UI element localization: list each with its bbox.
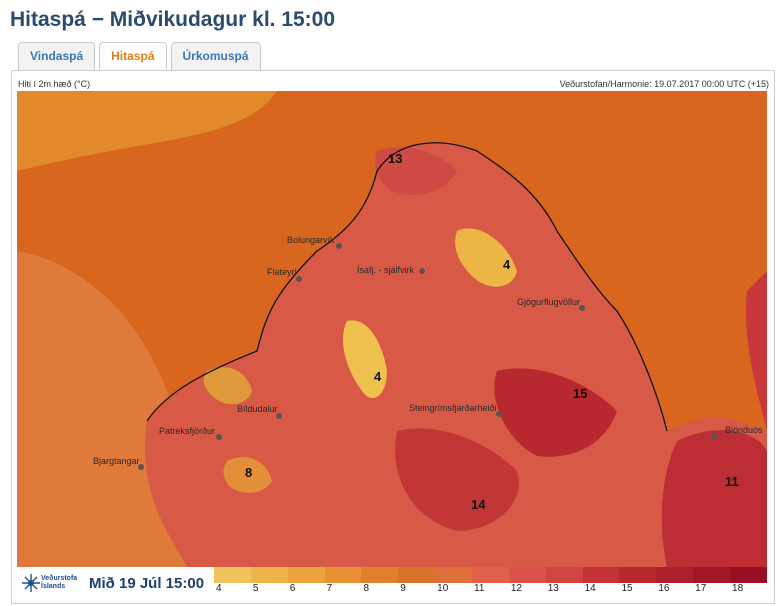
legend-tick-label: 17 bbox=[695, 583, 707, 594]
legend-tick-label: 15 bbox=[621, 583, 633, 594]
legend-swatch bbox=[287, 567, 325, 583]
logo-icon bbox=[22, 574, 40, 592]
logo-text: Veðurstofa Íslands bbox=[41, 575, 78, 590]
forecast-time-label: Mið 19 Júl 15:00 bbox=[85, 570, 212, 598]
cool-zone-bildudalur bbox=[203, 367, 252, 405]
legend-swatch bbox=[250, 567, 288, 583]
legend-ticks: 4 5 6 7 8 9 10 11 12 13 14 15 16 17 18 bbox=[214, 583, 767, 600]
temp-value: 13 bbox=[388, 151, 402, 166]
place-marker bbox=[296, 276, 302, 282]
legend-swatch bbox=[324, 567, 362, 583]
land-northeast bbox=[746, 271, 767, 431]
warm-zone-blonduos bbox=[661, 430, 767, 567]
coastline bbox=[146, 142, 668, 432]
cool-sea-patch bbox=[17, 91, 277, 171]
tab-wind[interactable]: Vindaspá bbox=[18, 42, 96, 70]
place-marker bbox=[276, 413, 282, 419]
legend-tick-label: 4 bbox=[216, 583, 222, 594]
land-westfjords bbox=[145, 142, 767, 567]
place-bildudalur: Bíldudalur bbox=[237, 404, 278, 414]
legend-swatch bbox=[214, 567, 251, 583]
legend-swatch bbox=[361, 567, 399, 583]
legend-tick-label: 13 bbox=[547, 583, 559, 594]
place-flateyri: Flateyri bbox=[267, 267, 297, 277]
place-marker bbox=[138, 464, 144, 470]
legend-tick-label: 14 bbox=[584, 583, 596, 594]
forecast-tabs: Vindaspá Hitaspá Úrkomuspá bbox=[18, 42, 265, 71]
legend-tick-label: 5 bbox=[252, 583, 259, 594]
place-marker bbox=[419, 268, 425, 274]
temp-value: 15 bbox=[573, 386, 587, 401]
place-bolungarvik: Bolungarvík bbox=[287, 235, 335, 245]
place-patreksfjordur: Patreksfjörður bbox=[159, 426, 215, 436]
page-title: Hitaspá − Miðvikudagur kl. 15:00 bbox=[10, 8, 336, 31]
legend-swatch bbox=[472, 567, 509, 583]
tab-precipitation[interactable]: Úrkomuspá bbox=[170, 42, 261, 70]
legend-tick-label: 9 bbox=[400, 583, 406, 594]
source-label: Veðurstofan/Harmonie: 19.07.2017 00:00 U… bbox=[559, 79, 769, 89]
legend-swatch bbox=[435, 567, 473, 583]
legend-swatch bbox=[398, 567, 436, 583]
map-canvas: Bolungarvík Flateyri Ísafj. - sjálfvirk … bbox=[17, 91, 767, 567]
place-marker bbox=[336, 243, 342, 249]
temperature-map[interactable]: Bolungarvík Flateyri Ísafj. - sjálfvirk … bbox=[17, 91, 767, 567]
place-steingrimsfjardarheidi: Steingrímsfjarðarheiði bbox=[409, 403, 497, 413]
place-marker bbox=[579, 305, 585, 311]
temp-value: 4 bbox=[374, 369, 382, 384]
cold-zone-plateau bbox=[342, 320, 387, 399]
legend-tick-label: 6 bbox=[289, 583, 296, 594]
legend-tick-label: 8 bbox=[363, 583, 369, 594]
place-blonduos: Blönduós bbox=[725, 425, 763, 435]
legend-swatch bbox=[656, 567, 694, 583]
legend-swatch bbox=[693, 567, 731, 583]
temperature-legend: 4 5 6 7 8 9 10 11 12 13 14 15 16 17 18 bbox=[214, 567, 767, 602]
legend-tick-label: 7 bbox=[326, 583, 333, 594]
legend-swatch bbox=[730, 567, 767, 583]
legend-swatch bbox=[508, 567, 546, 583]
temp-value: 14 bbox=[471, 497, 486, 512]
legend-color-bar bbox=[214, 567, 767, 583]
warm-zone-14 bbox=[395, 428, 519, 531]
vedurstofa-logo: Veðurstofa Íslands bbox=[17, 567, 85, 599]
place-bjargtangar: Bjargtangar bbox=[93, 456, 140, 466]
legend-swatch bbox=[619, 567, 657, 583]
legend-tick-label: 16 bbox=[658, 583, 670, 594]
cool-zone-8 bbox=[223, 457, 272, 493]
place-marker bbox=[216, 434, 222, 440]
parameter-label: Hiti í 2m hæð (°C) bbox=[18, 79, 91, 89]
warm-zone-13 bbox=[375, 147, 457, 195]
legend-swatch bbox=[582, 567, 620, 583]
place-gjogurflugvollur: Gjögurflugvöllur bbox=[517, 297, 580, 307]
legend-swatch bbox=[545, 567, 583, 583]
temp-value: 11 bbox=[725, 474, 739, 489]
cold-zone-glacier bbox=[455, 228, 517, 287]
warm-zone-15 bbox=[494, 368, 617, 457]
place-marker bbox=[496, 411, 502, 417]
legend-tick-label: 12 bbox=[510, 583, 522, 594]
legend-tick-label: 18 bbox=[732, 583, 744, 594]
temp-value: 4 bbox=[503, 257, 511, 272]
legend-tick-label: 10 bbox=[437, 583, 449, 594]
tab-temperature[interactable]: Hitaspá bbox=[99, 42, 167, 71]
place-isafjordur: Ísafj. - sjálfvirk bbox=[357, 265, 415, 275]
legend-tick-label: 11 bbox=[474, 583, 485, 594]
temp-value: 8 bbox=[245, 465, 252, 480]
place-marker bbox=[711, 433, 717, 439]
